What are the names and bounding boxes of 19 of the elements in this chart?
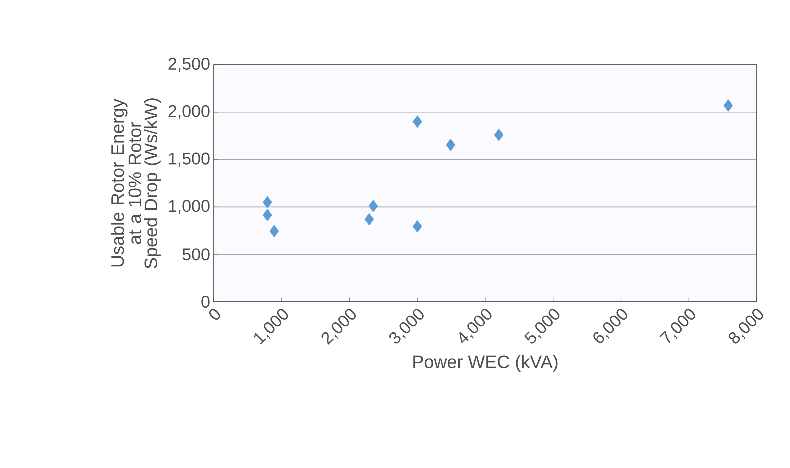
point xyxy=(368,200,378,212)
point xyxy=(494,128,504,142)
point xyxy=(446,138,456,152)
y-tick-label: 2,500 xyxy=(168,58,210,72)
y-axis-title: Usable Rotor Energy at a 10% Rotor Speed Drop (Ws/kW) xyxy=(110,98,162,269)
point xyxy=(412,220,422,233)
point xyxy=(262,196,272,209)
point xyxy=(262,209,272,222)
y-tick-label: 1,000 xyxy=(169,200,210,214)
y-tick-label: 2,000 xyxy=(168,105,210,120)
point xyxy=(412,116,422,128)
point xyxy=(724,100,734,112)
point xyxy=(270,225,280,238)
y-tick-label: 1,500 xyxy=(169,152,210,167)
x-tick-label: 0 xyxy=(209,309,220,320)
x-axis-title: Power WEC (kVA) xyxy=(414,355,558,372)
point xyxy=(364,213,374,226)
y-tick-label: 500 xyxy=(182,248,210,261)
y-tick-label: 0 xyxy=(202,296,210,308)
